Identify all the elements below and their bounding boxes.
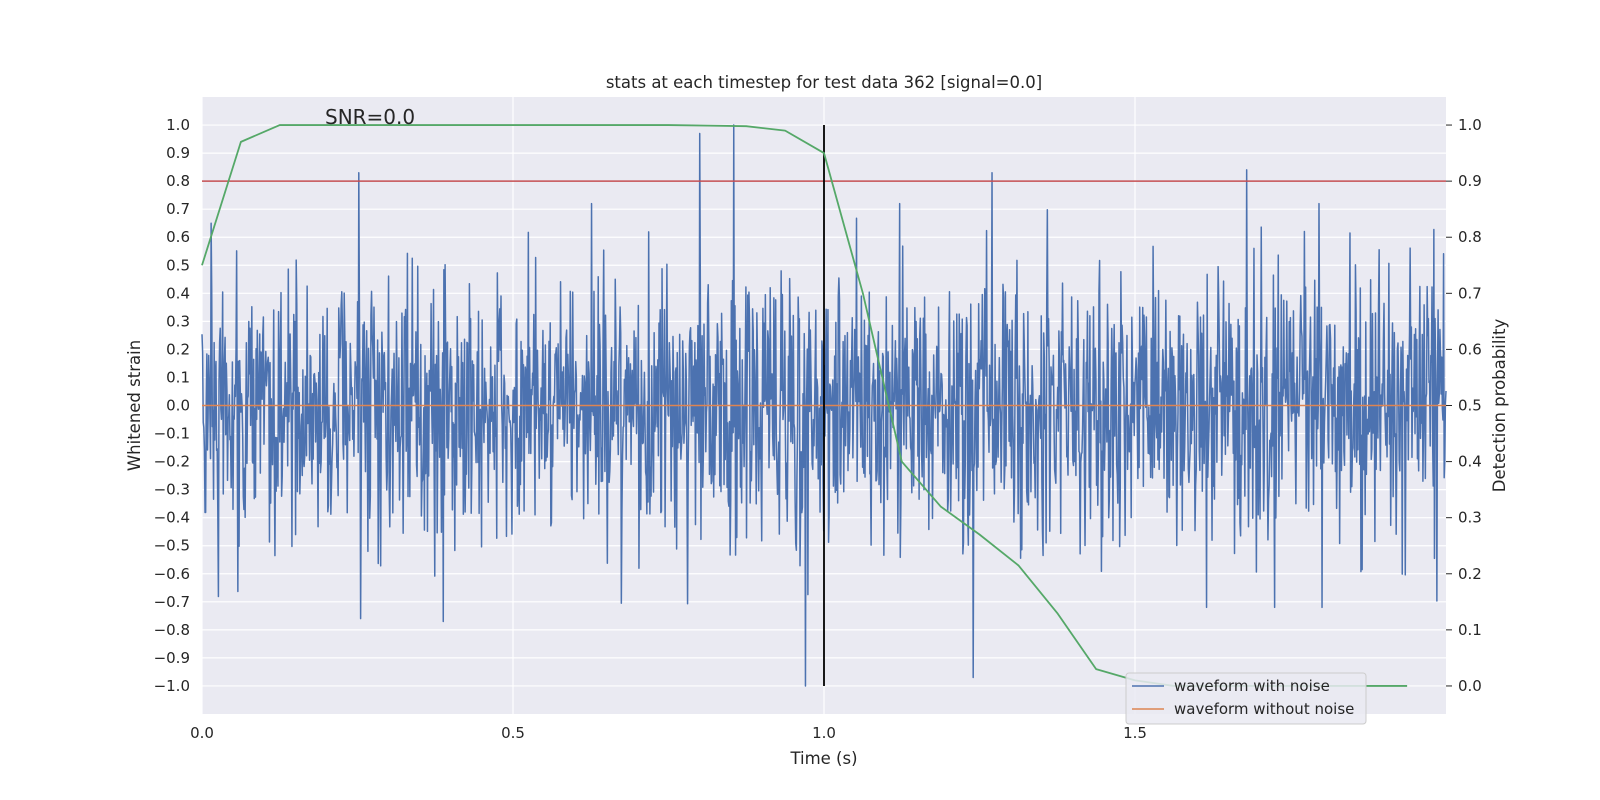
y-tick-label-right: 0.1 — [1458, 621, 1482, 639]
legend-label-noise: waveform with noise — [1174, 677, 1330, 695]
y-axis-label-right: Detection probability — [1490, 319, 1509, 493]
y-tick-label-left: −0.8 — [154, 621, 190, 639]
x-tick-label: 1.0 — [812, 724, 836, 742]
y-tick-label-left: −0.5 — [154, 537, 190, 555]
y-tick-label-left: −0.7 — [154, 593, 190, 611]
y-tick-label-left: −1.0 — [154, 677, 190, 695]
y-tick-label-right: 0.0 — [1458, 677, 1482, 695]
y-tick-label-right: 0.5 — [1458, 397, 1482, 415]
y-tick-label-right: 0.6 — [1458, 340, 1482, 358]
y-tick-label-left: 0.8 — [166, 172, 190, 190]
legend: waveform with noise waveform without noi… — [1125, 672, 1367, 725]
y-tick-label-left: −0.6 — [154, 565, 190, 583]
y-tick-label-left: 0.1 — [166, 368, 190, 386]
y-tick-label-left: −0.3 — [154, 481, 190, 499]
y-tick-label-right: 0.4 — [1458, 453, 1482, 471]
x-tick-label: 0.5 — [501, 724, 525, 742]
y-tick-label-left: −0.2 — [154, 453, 190, 471]
y-tick-label-left: −0.9 — [154, 649, 190, 667]
y-ticks-left: 1.0 0.9 0.8 0.7 0.6 0.5 0.4 0.3 0.2 0.1 0.0 −0.1 −0.… — [154, 116, 190, 695]
y-tick-label-left: 1.0 — [166, 116, 190, 134]
chart-title: stats at each timestep for test data 362… — [606, 73, 1042, 92]
x-ticks: 0.0 0.5 1.0 1.5 — [190, 724, 1147, 742]
y-tick-label-left: 0.2 — [166, 340, 190, 358]
x-axis-label: Time (s) — [789, 749, 857, 768]
y-tick-label-right: 0.9 — [1458, 172, 1482, 190]
y-axis-label-left: Whitened strain — [125, 340, 144, 471]
legend-label-clean: waveform without noise — [1174, 700, 1354, 718]
y-tick-label-left: 0.6 — [166, 228, 190, 246]
y-tick-label-right: 1.0 — [1458, 116, 1482, 134]
legend-box — [1125, 672, 1367, 725]
y-tick-label-left: 0.9 — [166, 144, 190, 162]
x-tick-label: 0.0 — [190, 724, 214, 742]
y-tick-label-left: −0.1 — [154, 425, 190, 443]
y-tick-label-left: 0.4 — [166, 284, 190, 302]
y-tick-label-left: −0.4 — [154, 509, 190, 527]
y-tick-label-right: 0.8 — [1458, 228, 1482, 246]
y-tick-label-left: 0.0 — [166, 397, 190, 415]
y-tick-label-left: 0.3 — [166, 312, 190, 330]
snr-annotation: SNR=0.0 — [325, 105, 415, 129]
y-tick-label-right: 0.7 — [1458, 284, 1482, 302]
y-tick-label-right: 0.2 — [1458, 565, 1482, 583]
y-tick-label-right: 0.3 — [1458, 509, 1482, 527]
y-tick-label-left: 0.7 — [166, 200, 190, 218]
x-tick-label: 1.5 — [1123, 724, 1147, 742]
y-ticks-right: 1.0 0.9 0.8 0.7 0.6 0.5 0.4 0.3 0.2 0.1 0.0 — [1446, 116, 1482, 695]
y-tick-label-left: 0.5 — [166, 256, 190, 274]
